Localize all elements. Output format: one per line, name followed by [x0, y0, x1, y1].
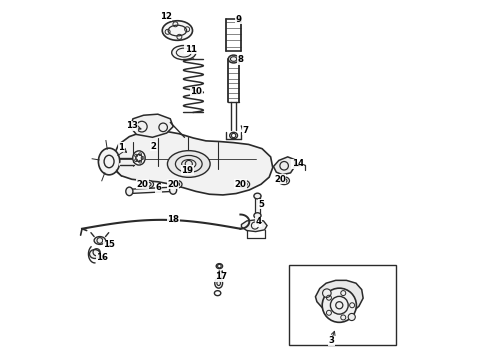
Ellipse shape [228, 55, 239, 63]
Text: 20: 20 [274, 175, 286, 184]
Text: 1: 1 [118, 143, 124, 152]
Text: 4: 4 [255, 217, 262, 226]
Polygon shape [273, 157, 295, 175]
Text: 13: 13 [126, 121, 138, 130]
Polygon shape [242, 220, 267, 231]
Text: 14: 14 [292, 159, 304, 168]
Text: 11: 11 [185, 45, 197, 54]
Ellipse shape [215, 278, 222, 288]
Text: 12: 12 [160, 12, 172, 21]
Polygon shape [113, 131, 273, 195]
Text: 7: 7 [242, 126, 248, 135]
Text: 18: 18 [167, 215, 179, 224]
Text: 16: 16 [96, 253, 108, 262]
Text: 19: 19 [181, 166, 194, 175]
Polygon shape [316, 280, 363, 315]
Circle shape [322, 288, 356, 322]
Ellipse shape [90, 249, 100, 258]
Ellipse shape [254, 213, 261, 219]
Text: 3: 3 [328, 336, 334, 345]
Text: 5: 5 [258, 200, 264, 209]
Ellipse shape [239, 180, 249, 188]
Text: 9: 9 [236, 15, 242, 24]
Ellipse shape [168, 150, 210, 177]
Ellipse shape [126, 187, 133, 195]
Ellipse shape [133, 151, 145, 165]
Text: 10: 10 [190, 87, 202, 96]
Text: 8: 8 [237, 55, 243, 64]
Text: 20: 20 [137, 180, 148, 189]
Ellipse shape [254, 193, 261, 199]
Bar [290, 265, 396, 346]
Circle shape [348, 314, 355, 320]
Ellipse shape [94, 237, 105, 244]
Polygon shape [130, 114, 173, 137]
Text: 2: 2 [150, 142, 156, 151]
Text: 20: 20 [235, 180, 246, 189]
Text: 6: 6 [156, 183, 162, 192]
Ellipse shape [279, 177, 290, 185]
Ellipse shape [98, 148, 120, 175]
Ellipse shape [172, 45, 196, 60]
Ellipse shape [170, 186, 177, 194]
Ellipse shape [143, 180, 153, 188]
Ellipse shape [162, 21, 193, 40]
Circle shape [322, 289, 331, 297]
Text: 20: 20 [167, 180, 179, 189]
Text: 17: 17 [215, 272, 227, 281]
Text: 15: 15 [103, 240, 115, 249]
Ellipse shape [172, 180, 182, 188]
